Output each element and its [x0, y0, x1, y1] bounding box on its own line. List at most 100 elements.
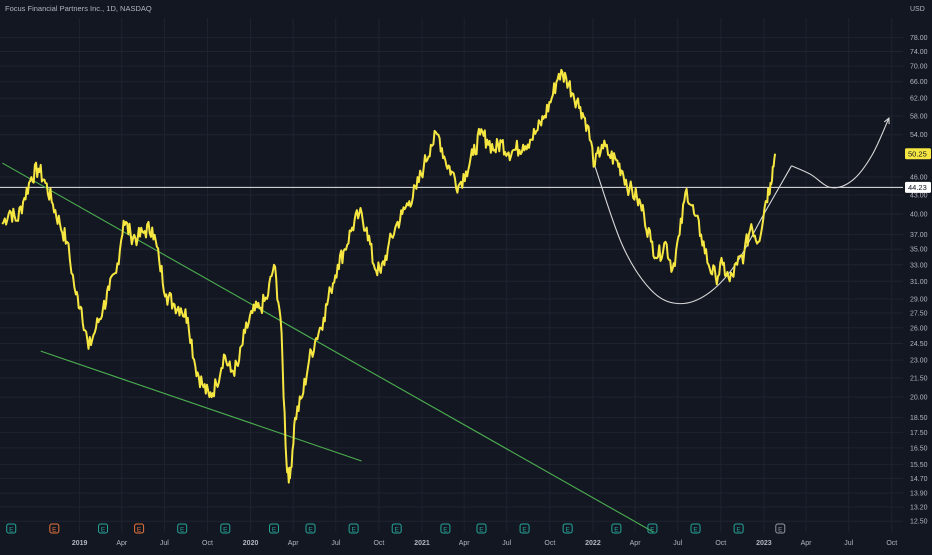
event-marker: E	[733, 523, 744, 534]
price-label-text: 50.25	[908, 150, 927, 159]
x-tick-label: 2022	[585, 540, 601, 547]
event-marker: E	[519, 523, 530, 534]
event-marker-box	[519, 523, 530, 534]
event-marker-box	[690, 523, 701, 534]
x-tick-label: 2021	[414, 540, 430, 547]
event-marker: E	[134, 523, 145, 534]
event-marker-box	[611, 523, 622, 534]
event-marker-box	[49, 523, 60, 534]
price-label-text: 44.23	[908, 183, 927, 192]
event-marker-label: E	[395, 526, 400, 533]
x-tick-label: 2023	[756, 540, 772, 547]
event-marker-box	[775, 523, 786, 534]
event-marker-box	[733, 523, 744, 534]
event-marker-label: E	[101, 526, 106, 533]
event-marker-label: E	[223, 526, 228, 533]
event-marker-label: E	[272, 526, 277, 533]
x-tick-label: Apr	[630, 540, 642, 547]
event-marker-label: E	[693, 526, 698, 533]
event-marker: E	[98, 523, 109, 534]
event-marker: E	[775, 523, 786, 534]
event-marker-box	[305, 523, 316, 534]
event-marker: E	[690, 523, 701, 534]
y-tick-label: 35.00	[910, 247, 928, 254]
y-tick-label: 70.00	[910, 64, 928, 71]
y-tick-label: 17.50	[910, 430, 928, 437]
event-marker: E	[440, 523, 451, 534]
price-series-line	[1, 68, 777, 484]
y-tick-label: 27.50	[910, 310, 928, 317]
x-tick-label: Apr	[459, 540, 471, 547]
trend-line-1	[2, 162, 654, 533]
y-tick-label: 33.00	[910, 262, 928, 269]
projection-path-annotation	[791, 117, 890, 189]
event-marker-label: E	[351, 526, 356, 533]
event-marker-box	[391, 523, 402, 534]
y-tick-label: 13.90	[910, 491, 928, 498]
y-tick-label: 62.00	[910, 96, 928, 103]
y-tick-label: 15.50	[910, 462, 928, 469]
time-axis: 2019 Apr Jul Oct 2020 Apr Jul Oct 2021 Apr Jul Oct 2…	[72, 540, 897, 547]
event-marker-box	[647, 523, 658, 534]
event-marker-label: E	[736, 526, 741, 533]
y-tick-label: 12.50	[910, 519, 928, 526]
y-tick-label: 21.50	[910, 375, 928, 382]
x-tick-label: Apr	[801, 540, 813, 547]
trend-line-2	[40, 350, 362, 462]
event-marker-label: E	[308, 526, 313, 533]
y-tick-label: 24.50	[910, 341, 928, 348]
event-marker: E	[348, 523, 359, 534]
y-tick-label: 46.00	[910, 175, 928, 182]
event-marker-label: E	[650, 526, 655, 533]
x-tick-label: Jul	[160, 540, 169, 547]
event-marker-box	[476, 523, 487, 534]
event-marker: E	[476, 523, 487, 534]
event-marker-box	[6, 523, 17, 534]
y-tick-label: 74.00	[910, 49, 928, 56]
event-marker: E	[647, 523, 658, 534]
x-tick-label: Oct	[202, 540, 213, 547]
x-tick-label: 2019	[72, 540, 88, 547]
event-marker: E	[391, 523, 402, 534]
x-tick-label: Jul	[673, 540, 682, 547]
event-marker: E	[268, 523, 279, 534]
event-marker-label: E	[52, 526, 57, 533]
event-marker-label: E	[443, 526, 448, 533]
projection-arrow-head	[883, 116, 890, 125]
x-tick-label: Oct	[373, 540, 384, 547]
event-marker-label: E	[522, 526, 527, 533]
event-marker-label: E	[778, 526, 783, 533]
event-marker: E	[220, 523, 231, 534]
event-marker-box	[562, 523, 573, 534]
x-tick-label: 2020	[243, 540, 259, 547]
y-tick-label: 18.50	[910, 415, 928, 422]
y-tick-label: 66.00	[910, 79, 928, 86]
y-tick-label: 14.70	[910, 476, 928, 483]
price-axis: USD 78.00 74.00 70.00 66.00 62.00 58.00 54.00 46…	[903, 0, 932, 550]
x-tick-label: Oct	[715, 540, 726, 547]
event-marker: E	[611, 523, 622, 534]
y-tick-label: 29.00	[910, 296, 928, 303]
event-marker-label: E	[180, 526, 185, 533]
x-tick-label: Jul	[844, 540, 853, 547]
event-marker-box	[440, 523, 451, 534]
cup-curve-annotation	[594, 165, 792, 305]
y-tick-label: 20.00	[910, 395, 928, 402]
event-marker-box	[177, 523, 188, 534]
event-marker: E	[562, 523, 573, 534]
y-tick-label: 13.20	[910, 504, 928, 511]
y-tick-label: 23.00	[910, 358, 928, 365]
event-marker-label: E	[479, 526, 484, 533]
x-tick-label: Jul	[331, 540, 340, 547]
event-marker-box	[134, 523, 145, 534]
event-marker-box	[348, 523, 359, 534]
y-tick-label: 54.00	[910, 132, 928, 139]
y-tick-label: 40.00	[910, 211, 928, 218]
y-tick-label: 43.00	[910, 192, 928, 199]
y-tick-label: 58.00	[910, 113, 928, 120]
x-tick-label: Jul	[502, 540, 511, 547]
price-axis-background	[903, 0, 932, 550]
